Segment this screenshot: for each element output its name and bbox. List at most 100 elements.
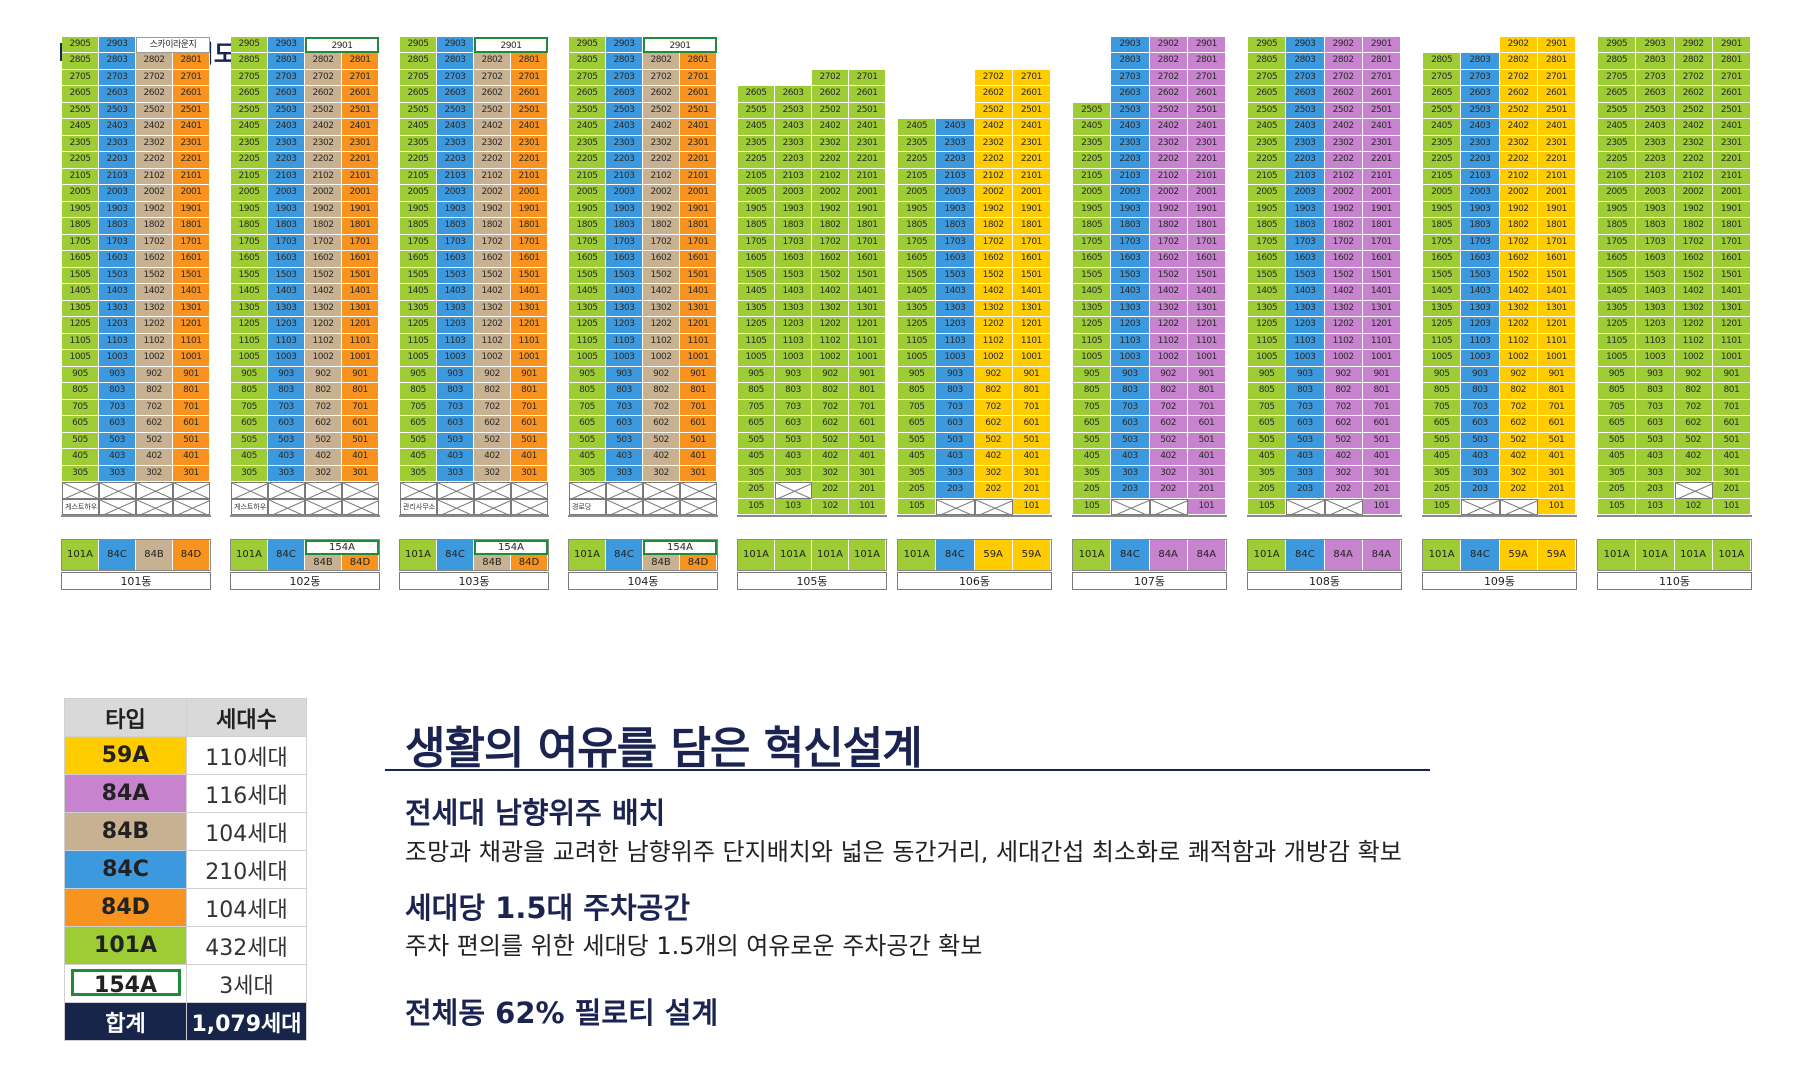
unit-cell: 505: [62, 432, 99, 449]
unit-cell: 802: [136, 383, 173, 400]
unit-cell: 2005: [898, 185, 937, 202]
unit-cell: 403: [1461, 449, 1500, 466]
unit-cell: 802: [974, 383, 1013, 400]
unit-cell: 1001: [511, 350, 548, 367]
unit-cell: 2605: [1248, 86, 1287, 103]
unit-cell: 2305: [400, 135, 437, 152]
unit-cell: 2805: [400, 53, 437, 70]
unit-cell: 105: [1248, 498, 1287, 515]
unit-cell: 2205: [1248, 152, 1287, 169]
unit-cell: 1205: [1248, 317, 1287, 334]
feature-title: 전체동 62% 필로티 설계: [405, 996, 719, 1030]
unit-cell: 805: [1248, 383, 1287, 400]
unit-cell: 2501: [849, 102, 886, 119]
unit-cell: 1703: [1461, 234, 1500, 251]
unit-cell: 2105: [1598, 168, 1637, 185]
unit-cell: 2303: [1286, 135, 1325, 152]
unit-cell: 1103: [1636, 333, 1675, 350]
piloti-cell: [136, 482, 173, 499]
unit-cell: 902: [1674, 366, 1713, 383]
unit-cell: 1803: [99, 218, 136, 235]
unit-cell: 2005: [569, 185, 606, 202]
unit-cell: 301: [173, 465, 210, 482]
unit-cell: 1803: [775, 218, 812, 235]
unit-cell: 2003: [1636, 185, 1675, 202]
unit-cell: 1105: [62, 333, 99, 350]
unit-cell: 2205: [569, 152, 606, 169]
unit-cell: 303: [1286, 465, 1325, 482]
unit-cell: 1603: [1461, 251, 1500, 268]
unit-cell: 2505: [569, 102, 606, 119]
unit-cell: 2103: [1286, 168, 1325, 185]
unit-cell: 1705: [1598, 234, 1637, 251]
unit-cell: 1501: [173, 267, 210, 284]
unit-cell: 302: [1499, 465, 1538, 482]
unit-cell: 402: [305, 449, 342, 466]
unit-cell: 1405: [738, 284, 775, 301]
unit-cell: 1105: [1073, 333, 1112, 350]
feature-description: 조망과 채광을 교려한 남향위주 단지배치와 넓은 동간거리, 세대간섭 최소화…: [405, 838, 1402, 866]
unit-cell: 2805: [62, 53, 99, 70]
unit-cell: 1805: [231, 218, 268, 235]
unit-cell: 2601: [1537, 86, 1576, 103]
type-cell: 101A: [1248, 540, 1287, 570]
unit-cell: 1901: [1537, 201, 1576, 218]
unit-cell: 2301: [849, 135, 886, 152]
unit-cell: 1303: [99, 300, 136, 317]
unit-cell: 2003: [606, 185, 643, 202]
unit-cell: 1102: [974, 333, 1013, 350]
unit-cell: 705: [1423, 399, 1462, 416]
unit-cell: 1402: [136, 284, 173, 301]
unit-cell: 203: [936, 482, 975, 499]
unit-cell: 1503: [437, 267, 474, 284]
type-cell: 59A: [1012, 540, 1051, 570]
unit-cell: 2102: [1324, 168, 1363, 185]
unit-cell: 2601: [1012, 86, 1051, 103]
unit-cell: 2101: [1187, 168, 1226, 185]
unit-cell: 1505: [231, 267, 268, 284]
unit-cell: 1705: [231, 234, 268, 251]
unit-cell: 2101: [342, 168, 379, 185]
unit-cell: 601: [173, 416, 210, 433]
unit-cell: 2702: [474, 69, 511, 86]
unit-cell: 505: [1598, 432, 1637, 449]
unit-cell: 405: [898, 449, 937, 466]
unit-cell: 1005: [400, 350, 437, 367]
unit-cell: 1305: [569, 300, 606, 317]
unit-cell: 1005: [898, 350, 937, 367]
unit-cell: 2901: [1537, 36, 1576, 53]
unit-cell: 1205: [738, 317, 775, 334]
unit-cell: 2703: [99, 69, 136, 86]
unit-cell: 2105: [231, 168, 268, 185]
unit-cell: 1301: [1012, 300, 1051, 317]
unit-cell: 2705: [1248, 69, 1287, 86]
unit-cell: 1802: [1499, 218, 1538, 235]
unit-cell: 2801: [1537, 53, 1576, 70]
unit-cell: 402: [1149, 449, 1188, 466]
unit-cell: 901: [1187, 366, 1226, 383]
unit-cell: 1002: [1499, 350, 1538, 367]
unit-cell: 301: [1187, 465, 1226, 482]
unit-cell: 2102: [1499, 168, 1538, 185]
unit-cell: 1603: [437, 251, 474, 268]
unit-cell: 802: [1324, 383, 1363, 400]
unit-cell: 2005: [738, 185, 775, 202]
unit-cell: 1103: [268, 333, 305, 350]
unit-cell: 1305: [1248, 300, 1287, 317]
unit-cell: 2101: [1712, 168, 1751, 185]
unit-cell: 2603: [437, 86, 474, 103]
unit-cell: 1401: [1712, 284, 1751, 301]
unit-cell: 601: [1187, 416, 1226, 433]
unit-cell: 1702: [1149, 234, 1188, 251]
unit-cell: 1703: [606, 234, 643, 251]
unit-cell: 2103: [268, 168, 305, 185]
unit-cell: 2305: [1073, 135, 1112, 152]
unit-cell: 1403: [1286, 284, 1325, 301]
unit-cell: 1805: [400, 218, 437, 235]
unit-cell: 1003: [936, 350, 975, 367]
unit-cell: 2401: [1362, 119, 1401, 136]
unit-cell: 2302: [305, 135, 342, 152]
piloti-cell: [643, 482, 680, 499]
piloti-cell: [342, 482, 379, 499]
unit-cell: 2705: [400, 69, 437, 86]
